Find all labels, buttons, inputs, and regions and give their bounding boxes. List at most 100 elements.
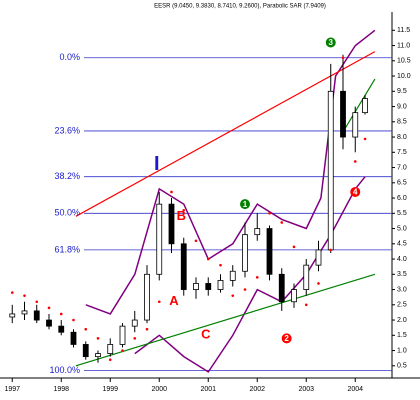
sar-dot xyxy=(363,137,367,141)
plot-area xyxy=(9,29,392,373)
y-tick-label: 2.0 xyxy=(397,317,407,324)
y-tick-label: 9.0 xyxy=(397,103,407,110)
candle-body xyxy=(242,234,248,272)
sar-dot xyxy=(157,300,161,304)
candle-body xyxy=(119,325,126,345)
y-tick-label: 11.0 xyxy=(397,42,410,49)
candle-body xyxy=(70,331,77,345)
bollinger-band xyxy=(134,176,366,373)
candle-body xyxy=(180,243,187,290)
x-tick-label: 1997 xyxy=(4,386,20,393)
sar-dot xyxy=(341,56,345,60)
candle-body xyxy=(340,90,346,138)
sar-dot xyxy=(72,318,75,322)
x-tick-label: 2004 xyxy=(347,386,363,393)
x-tick-label: 2000 xyxy=(151,386,167,393)
x-tick-label: 2002 xyxy=(249,386,265,393)
y-tick-label: 1.0 xyxy=(397,347,407,354)
x-tick-label: 1998 xyxy=(53,386,69,393)
candle-body xyxy=(144,273,150,321)
y-tick-label: 4.5 xyxy=(397,241,407,248)
trend-line xyxy=(75,51,376,217)
x-tick-label: 1999 xyxy=(102,386,118,393)
sar-dot xyxy=(47,306,51,310)
sar-dot xyxy=(35,300,39,304)
sar-dot xyxy=(268,212,271,215)
wave-label: 1 xyxy=(243,200,248,209)
candle-body xyxy=(291,289,297,303)
fib-label: 0.0% xyxy=(59,52,80,62)
wave-label: 2 xyxy=(284,334,289,343)
sar-dot xyxy=(59,312,63,316)
y-tick-label: 6.0 xyxy=(397,195,407,202)
sar-dot xyxy=(23,294,26,297)
candle-body xyxy=(315,249,322,266)
sar-dot xyxy=(170,190,173,194)
y-tick-label: 11.5 xyxy=(397,27,410,34)
sar-dot xyxy=(219,263,222,267)
y-tick-label: 5.0 xyxy=(397,225,407,232)
sar-dot xyxy=(206,257,210,261)
y-tick-label: 8.0 xyxy=(397,134,407,141)
wave-label: I xyxy=(154,153,160,175)
y-tick-label: 3.5 xyxy=(397,271,407,278)
y-tick-label: 1.5 xyxy=(397,332,407,339)
fib-label: 23.6% xyxy=(54,125,80,135)
y-tick-label: 4.0 xyxy=(397,256,407,263)
y-tick-label: 2.5 xyxy=(397,302,407,309)
wave-marker xyxy=(281,333,292,344)
candle-body xyxy=(193,283,199,290)
wave-marker xyxy=(240,199,250,210)
wave-marker xyxy=(350,186,361,197)
sar-dot xyxy=(280,221,284,224)
sar-dot xyxy=(329,248,333,252)
x-tick-label: 2003 xyxy=(298,386,314,393)
sar-dot xyxy=(255,276,259,279)
sar-dot xyxy=(10,291,14,294)
candle-body xyxy=(229,270,236,281)
candle-body xyxy=(131,319,138,327)
candle-body xyxy=(278,273,285,303)
y-tick-label: 3.0 xyxy=(397,286,407,293)
sar-dot xyxy=(145,327,149,331)
fib-label: 50.0% xyxy=(54,208,80,218)
candle-body xyxy=(82,344,89,358)
fib-label: 38.2% xyxy=(54,171,80,181)
candle-body xyxy=(33,310,40,321)
wave-label: C xyxy=(201,327,211,342)
trend-line xyxy=(75,273,376,367)
sar-dot xyxy=(353,160,357,163)
candle-body xyxy=(254,228,261,236)
sar-dot xyxy=(84,327,88,331)
sar-dot xyxy=(304,303,308,307)
x-tick-label: 2001 xyxy=(200,386,216,393)
candle-body xyxy=(46,319,52,327)
candle-body xyxy=(266,228,273,275)
candle-body xyxy=(21,310,28,315)
sar-dot xyxy=(231,294,235,297)
candle-body xyxy=(107,344,114,355)
sar-dot xyxy=(133,337,137,340)
candle-body xyxy=(362,98,368,114)
wave-label: 4 xyxy=(353,188,358,197)
y-tick-label: 7.5 xyxy=(397,149,407,156)
candle-body xyxy=(9,313,16,318)
chart-title: EESR (9.0450, 9.3830, 8.7410, 9.2600), P… xyxy=(154,4,326,10)
trend-line xyxy=(344,78,376,129)
fib-label: 61.8% xyxy=(54,244,80,254)
sar-dot xyxy=(108,358,112,362)
y-tick-label: 9.5 xyxy=(397,88,407,95)
sar-dot xyxy=(96,337,100,340)
y-tick-label: 5.5 xyxy=(397,210,407,217)
candle-body xyxy=(327,90,334,251)
y-tick-label: 6.5 xyxy=(397,180,407,187)
fib-label: 100.0% xyxy=(49,365,80,375)
wave-label: A xyxy=(169,293,179,308)
sar-dot xyxy=(182,208,186,212)
sar-dot xyxy=(194,239,198,243)
candle-body xyxy=(205,283,212,290)
y-tick-label: 10.5 xyxy=(397,58,411,65)
candle-body xyxy=(156,203,163,275)
